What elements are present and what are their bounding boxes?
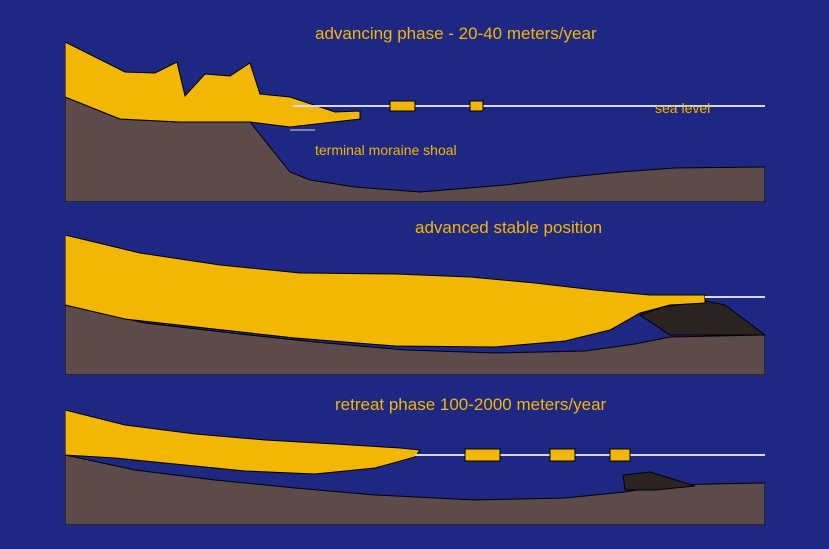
terminal-moraine-label: terminal moraine shoal xyxy=(315,142,457,158)
glacier xyxy=(65,42,360,127)
panel-stable xyxy=(65,235,765,375)
terminal-moraine xyxy=(623,472,695,490)
panel-retreat xyxy=(65,410,765,525)
panel-advancing xyxy=(65,42,765,202)
glacier xyxy=(65,410,420,474)
iceberg xyxy=(610,449,630,461)
iceberg xyxy=(465,449,500,461)
glacier-phase-diagram: advancing phase - 20-40 meters/year sea … xyxy=(0,0,829,549)
iceberg xyxy=(470,101,483,111)
iceberg xyxy=(550,449,575,461)
iceberg xyxy=(390,101,415,111)
sea-level-label: sea level xyxy=(655,100,710,116)
panel1-title: advancing phase - 20-40 meters/year xyxy=(315,24,597,44)
